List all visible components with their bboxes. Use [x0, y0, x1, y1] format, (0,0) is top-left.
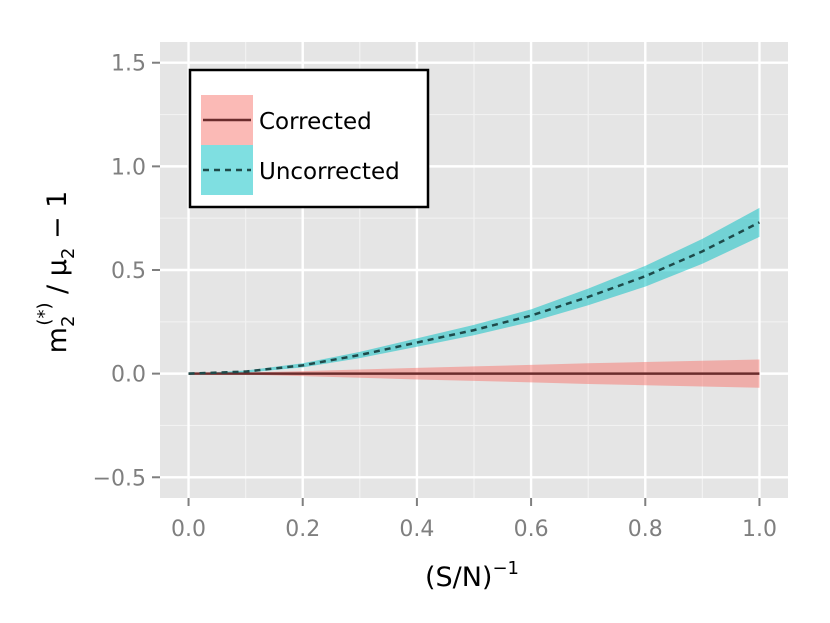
y-axis-title-sub1: 2	[58, 316, 79, 327]
legend-label-corrected: Corrected	[259, 109, 372, 135]
x-tick-label: 0.8	[628, 517, 663, 542]
legend: Corrected Uncorrected	[188, 68, 430, 209]
y-tick-label: 0.0	[111, 363, 146, 388]
line-uncorrected	[188, 221, 761, 375]
y-tick-label: −0.5	[93, 466, 146, 491]
y-axis-title-tail: − 1	[42, 191, 73, 248]
y-tick-label: 1.0	[111, 155, 146, 180]
legend-item-uncorrected: Uncorrected	[201, 145, 400, 195]
y-axis-title: m2(*) / μ2 − 1	[34, 191, 79, 354]
x-axis-title-base: (S/N)	[425, 562, 493, 593]
x-tick-label: 0.2	[285, 517, 320, 542]
x-tick-label: 0.6	[514, 517, 549, 542]
x-tick-label: 1.0	[742, 517, 777, 542]
y-tick-label: 0.5	[111, 259, 146, 284]
y-tick-label: 1.5	[111, 52, 146, 77]
y-axis-title-sub2: 2	[58, 248, 79, 259]
x-axis-title-superscript: −1	[492, 558, 519, 579]
legend-label-uncorrected: Uncorrected	[259, 159, 400, 185]
x-axis-title: (S/N)−1	[425, 558, 519, 593]
x-axis: 0.0 0.2 0.4 0.6 0.8 1.0	[171, 498, 777, 542]
y-axis-title-base: m	[42, 327, 73, 353]
legend-item-corrected: Corrected	[201, 95, 372, 145]
series-lines	[188, 221, 761, 375]
y-axis-title-sup1: (*)	[34, 303, 55, 326]
x-tick-label: 0.4	[399, 517, 434, 542]
x-tick-label: 0.0	[171, 517, 206, 542]
y-axis-title-mid: / μ	[42, 259, 73, 302]
y-axis: −0.5 0.0 0.5 1.0 1.5	[93, 52, 160, 491]
